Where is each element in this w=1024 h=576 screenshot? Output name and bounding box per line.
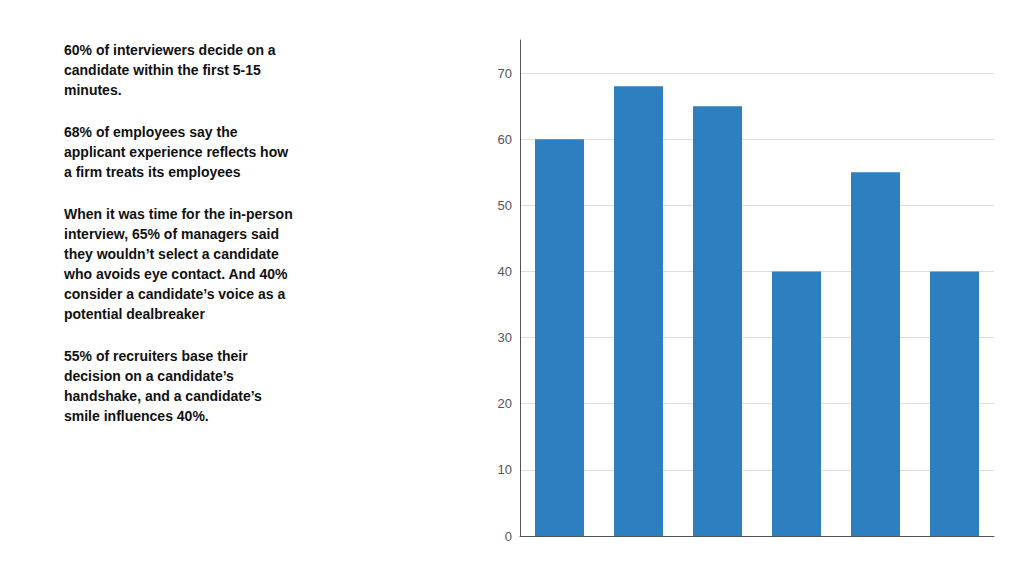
svg-text:40: 40: [498, 264, 512, 279]
svg-text:10: 10: [498, 462, 512, 477]
svg-text:applicant experience reflects: applicant experience reflects how: [64, 144, 288, 160]
svg-text:70: 70: [498, 66, 512, 81]
svg-text:potential dealbreaker: potential dealbreaker: [64, 306, 205, 322]
svg-text:handshake, and a candidate’s: handshake, and a candidate’s: [64, 388, 262, 404]
svg-text:20: 20: [498, 396, 512, 411]
svg-text:consider a candidate’s voice a: consider a candidate’s voice as a: [64, 286, 285, 302]
svg-text:they wouldn’t select a candida: they wouldn’t select a candidate: [64, 246, 279, 262]
svg-text:smile influences 40%.: smile influences 40%.: [64, 408, 209, 424]
svg-text:50: 50: [498, 198, 512, 213]
svg-text:who avoids eye contact. And 40: who avoids eye contact. And 40%: [63, 266, 288, 282]
svg-text:60% of interviewers decide on: 60% of interviewers decide on a: [64, 42, 276, 58]
svg-text:decision on a candidate’s: decision on a candidate’s: [64, 368, 234, 384]
svg-text:30: 30: [498, 330, 512, 345]
svg-text:0: 0: [505, 529, 512, 544]
svg-text:candidate within the first 5-1: candidate within the first 5-15: [64, 62, 261, 78]
svg-text:60: 60: [498, 132, 512, 147]
svg-text:68% of employees say the: 68% of employees say the: [64, 124, 238, 140]
svg-text:minutes.: minutes.: [64, 82, 122, 98]
svg-text:a firm treats its employees: a firm treats its employees: [64, 164, 241, 180]
svg-text:When it was time for the in-pe: When it was time for the in-person: [64, 206, 293, 222]
svg-text:55% of recruiters base their: 55% of recruiters base their: [64, 348, 248, 364]
svg-text:interview, 65% of managers sai: interview, 65% of managers said: [64, 226, 279, 242]
